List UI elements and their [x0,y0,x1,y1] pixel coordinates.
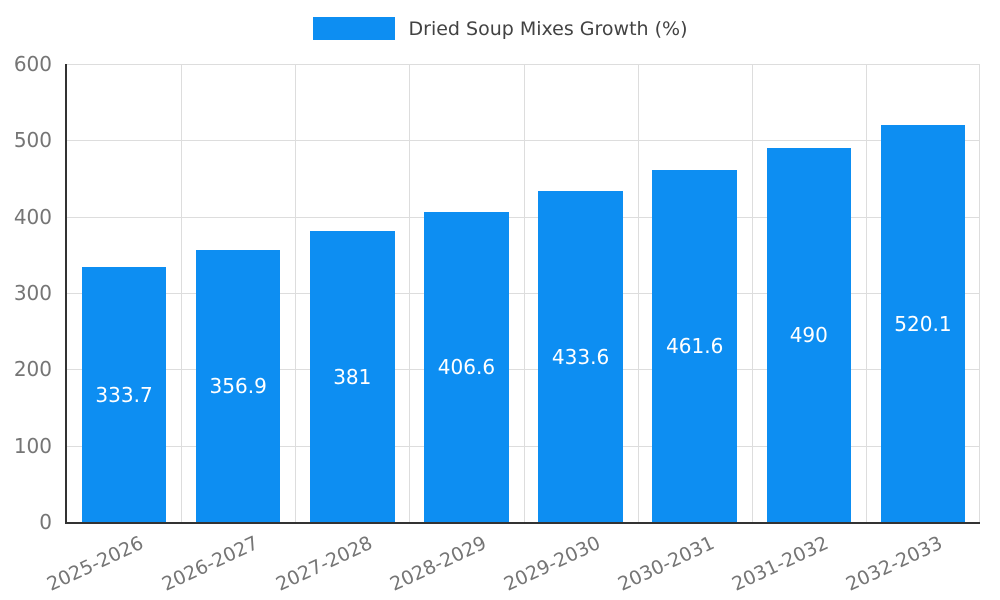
gridline-vertical [865,64,867,522]
plot-area: 333.7 2025-2026 356.9 2026-2027 381 2027-2028… [44,64,980,596]
bar[interactable]: 461.6 [652,169,737,522]
y-tick-label: 600 [13,52,52,76]
x-tick-label: 2029-2030 [500,532,604,596]
legend-label: Dried Soup Mixes Growth (%) [408,17,688,40]
bar[interactable]: 381 [310,231,395,522]
gridline-vertical [523,64,525,522]
legend-swatch [312,17,395,40]
bar-value-label: 356.9 [209,373,267,398]
x-tick-label: 2027-2028 [272,532,376,596]
gridline-vertical [751,64,753,522]
legend[interactable]: Dried Soup Mixes Growth (%) [0,17,1000,40]
bar-value-label: 433.6 [551,344,610,369]
x-tick-label: 2025-2026 [44,532,148,596]
gridline-vertical [295,64,297,522]
bar-value-label: 520.1 [894,311,952,336]
y-tick-label: 400 [13,204,52,229]
gridline-vertical [409,64,411,522]
bar-value-label: 381 [333,364,372,389]
bar[interactable]: 406.6 [424,211,509,522]
x-tick-label: 2031-2032 [728,532,833,596]
bar[interactable]: 433.6 [538,191,623,522]
y-tick-label: 500 [13,128,52,153]
bar[interactable]: 490 [766,147,852,522]
bar-value-label: 333.7 [95,382,153,407]
bar-value-label: 406.6 [437,354,496,379]
x-tick-label: 2026-2027 [158,532,262,596]
y-tick-label: 0 [39,510,52,534]
bar-value-label: 461.6 [666,333,724,358]
gridline-vertical [181,64,183,522]
x-tick-label: 2032-2033 [843,532,947,596]
gridline-vertical [637,64,639,522]
bar[interactable]: 520.1 [880,125,966,522]
y-tick-label: 300 [13,281,52,305]
x-tick-label: 2030-2031 [614,532,718,596]
bar[interactable]: 356.9 [195,249,281,522]
bar[interactable]: 333.7 [81,267,167,522]
y-tick-label: 200 [13,357,52,382]
bar-value-label: 490 [789,322,828,347]
gridline-vertical [979,64,980,522]
y-tick-label: 100 [13,433,52,458]
y-axis: 0 100 200 300 400 500 600 [0,52,58,534]
x-tick-label: 2028-2029 [386,532,490,596]
